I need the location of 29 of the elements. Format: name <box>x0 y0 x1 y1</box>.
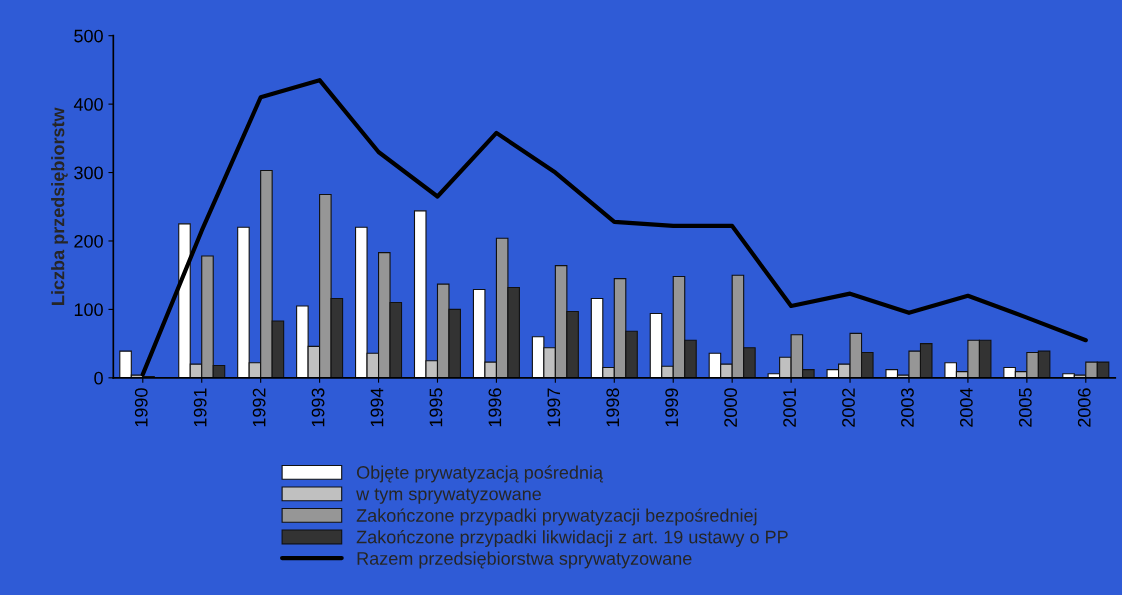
y-tick-label: 100 <box>74 303 103 317</box>
x-tick-label: 2006 <box>1077 388 1091 427</box>
y-tick-label: 400 <box>73 98 103 111</box>
x-tick-label: 1999 <box>665 388 679 427</box>
x-tick-label: 2002 <box>842 388 855 427</box>
legend-label: Objęte prywatyzacją pośrednią <box>356 465 604 483</box>
legend-label: w tym sprywatyzowane <box>356 488 541 504</box>
y-tick-label: 300 <box>74 166 103 180</box>
legend-label: Zakończone przypadki prywatyzacji bezpośredniej <box>356 508 757 526</box>
y-tick-label: 0 <box>94 371 103 385</box>
x-tick-label: 1991 <box>193 388 207 427</box>
y-axis-title: Liczba przedsiębiorstw <box>51 107 68 305</box>
x-tick-label: 1990 <box>134 388 148 427</box>
y-tick-label: 200 <box>74 234 103 248</box>
x-tick-label: 2003 <box>901 388 914 427</box>
x-tick-label: 1993 <box>311 388 325 427</box>
x-tick-label: 1998 <box>606 388 620 427</box>
x-tick-label: 2000 <box>724 388 738 427</box>
legend-label: Zakończone przypadki likwidacji z art. 19 ustawy o PP <box>356 529 788 547</box>
x-tick-label: 1997 <box>547 388 561 427</box>
x-tick-label: 2005 <box>1018 388 1032 427</box>
x-tick-label: 2004 <box>959 388 973 427</box>
x-tick-label: 1992 <box>252 388 266 427</box>
legend-label: Razem przedsiębiorstwa sprywatyzowane <box>357 551 692 569</box>
x-tick-label: 2001 <box>783 388 796 427</box>
x-tick-label: 1996 <box>488 388 502 427</box>
x-tick-label: 1995 <box>429 388 443 427</box>
x-tick-label: 1994 <box>370 388 384 427</box>
y-tick-label: 500 <box>74 29 103 43</box>
